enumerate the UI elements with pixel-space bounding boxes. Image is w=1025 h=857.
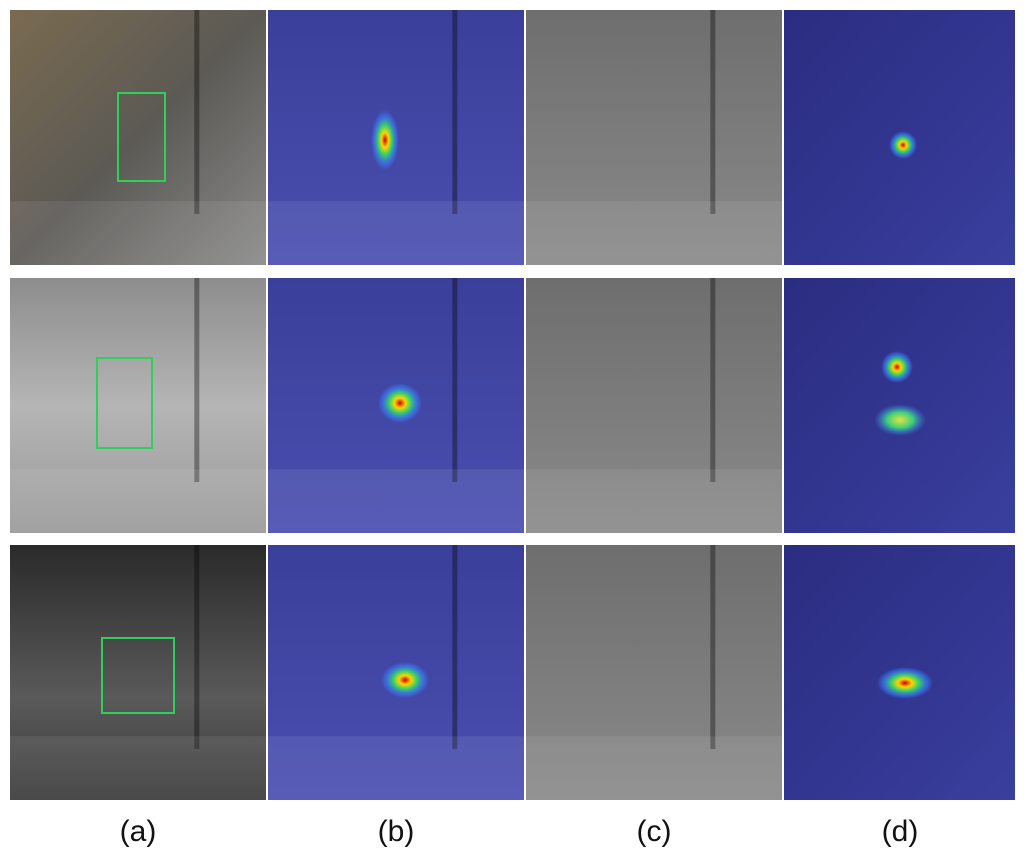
scene-pole bbox=[710, 278, 715, 482]
heatmap-blob bbox=[881, 351, 913, 383]
heatmap-blob bbox=[889, 131, 917, 159]
scene-road bbox=[268, 469, 524, 533]
panel-label: (a) bbox=[120, 815, 157, 848]
figure: (a) (b) (c) (d) bbox=[0, 0, 1025, 857]
scene-pole bbox=[710, 10, 715, 214]
scene-road bbox=[526, 736, 782, 800]
scene-road bbox=[526, 201, 782, 265]
image-grid bbox=[10, 10, 1015, 800]
scene-road bbox=[268, 736, 524, 800]
heatmap-blob bbox=[378, 383, 422, 423]
panel-label: (c) bbox=[637, 815, 672, 848]
scene-road bbox=[268, 201, 524, 265]
scene-road bbox=[10, 201, 266, 265]
scene-road bbox=[10, 736, 266, 800]
scene-pole bbox=[452, 278, 457, 482]
heatmap-blob bbox=[877, 667, 933, 699]
scene-road bbox=[10, 469, 266, 533]
heatmap-blob bbox=[371, 110, 399, 170]
scene-pole bbox=[452, 545, 457, 749]
heatmap-blob bbox=[874, 404, 926, 436]
scene-pole bbox=[194, 278, 199, 482]
scene-pole bbox=[194, 545, 199, 749]
panel-label: (d) bbox=[882, 815, 919, 848]
scene-pole bbox=[452, 10, 457, 214]
scene-road bbox=[526, 469, 782, 533]
panel-label: (b) bbox=[378, 815, 415, 848]
heatmap-blob bbox=[381, 662, 429, 698]
scene-pole bbox=[194, 10, 199, 214]
scene-pole bbox=[710, 545, 715, 749]
